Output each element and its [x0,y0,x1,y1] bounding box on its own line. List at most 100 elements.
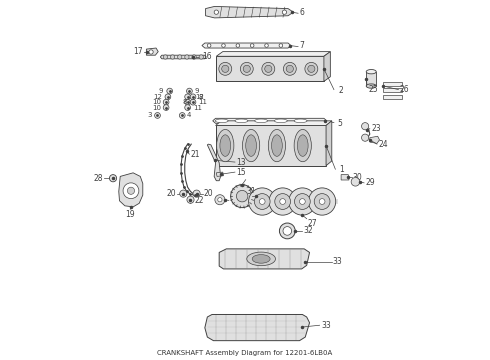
Ellipse shape [217,130,234,162]
Polygon shape [341,175,349,180]
Ellipse shape [235,119,248,123]
Circle shape [259,199,265,204]
Polygon shape [216,51,330,56]
Circle shape [214,10,219,14]
Ellipse shape [269,130,286,162]
Circle shape [283,226,292,235]
Circle shape [240,62,253,75]
Text: 29: 29 [365,178,375,187]
Circle shape [221,65,229,72]
Circle shape [218,198,222,202]
Circle shape [362,134,368,141]
Text: 8: 8 [182,99,187,105]
Text: 20: 20 [204,189,213,198]
Bar [383,88,402,93]
Text: 5: 5 [338,119,343,128]
Polygon shape [219,249,310,269]
Polygon shape [205,6,294,18]
Text: CRANKSHAFT Assembly Diagram for 12201-6LB0A: CRANKSHAFT Assembly Diagram for 12201-6L… [157,350,333,356]
Ellipse shape [245,135,256,156]
Text: 24: 24 [378,140,388,149]
Bar [366,72,376,86]
Ellipse shape [252,255,270,263]
Circle shape [286,65,294,72]
Ellipse shape [271,135,282,156]
Text: 27: 27 [308,220,318,229]
Text: 32: 32 [303,226,313,235]
Text: 6: 6 [299,8,304,17]
Circle shape [219,62,232,75]
Ellipse shape [274,119,287,123]
Ellipse shape [243,130,260,162]
Polygon shape [119,173,143,207]
Circle shape [185,94,191,100]
Text: 11: 11 [193,104,202,111]
Circle shape [262,62,275,75]
Text: 9: 9 [159,88,163,94]
Circle shape [308,65,315,72]
Text: 15: 15 [236,168,245,177]
Text: 25: 25 [368,85,378,94]
Polygon shape [207,144,220,181]
Circle shape [362,123,368,130]
Polygon shape [370,136,379,143]
Text: 11: 11 [198,99,207,105]
Circle shape [215,195,225,205]
Circle shape [294,194,310,210]
Circle shape [185,105,191,111]
Text: 10: 10 [152,104,161,111]
Bar [383,82,402,86]
Circle shape [265,44,269,47]
Circle shape [275,194,291,210]
Circle shape [236,190,248,202]
Text: 26: 26 [400,85,410,94]
Circle shape [187,88,192,94]
Circle shape [123,183,139,199]
Text: 12: 12 [153,94,162,100]
Text: 16: 16 [203,53,212,62]
Circle shape [250,44,254,47]
Circle shape [309,188,336,215]
Text: 8: 8 [198,94,203,100]
Circle shape [149,50,153,54]
Circle shape [243,65,250,72]
Circle shape [190,94,196,100]
Circle shape [193,190,200,197]
Circle shape [163,99,169,105]
Circle shape [185,99,191,105]
Circle shape [187,196,194,203]
Circle shape [185,55,189,59]
Text: 4: 4 [187,112,191,118]
Circle shape [319,199,325,204]
Text: 21: 21 [191,150,200,159]
Text: 22: 22 [194,196,203,205]
Ellipse shape [366,69,376,74]
Circle shape [192,55,196,59]
Polygon shape [205,315,310,341]
Circle shape [163,55,168,59]
Circle shape [252,193,259,199]
Circle shape [282,10,287,14]
Polygon shape [216,172,223,176]
Circle shape [283,62,296,75]
Ellipse shape [247,252,275,266]
Text: 9: 9 [195,88,199,94]
Text: 18: 18 [263,195,273,204]
Bar [216,126,326,166]
Text: 33: 33 [333,257,343,266]
Circle shape [177,55,182,59]
Ellipse shape [294,119,307,123]
Circle shape [171,55,175,59]
Circle shape [127,187,135,194]
Text: 12: 12 [195,94,204,100]
Polygon shape [160,55,206,59]
Text: 30: 30 [353,173,362,182]
Polygon shape [213,118,327,123]
Circle shape [279,223,295,239]
Ellipse shape [366,84,376,88]
Polygon shape [326,121,332,166]
Circle shape [305,62,318,75]
Text: 2: 2 [339,86,343,95]
Circle shape [167,88,172,94]
Circle shape [165,94,171,100]
